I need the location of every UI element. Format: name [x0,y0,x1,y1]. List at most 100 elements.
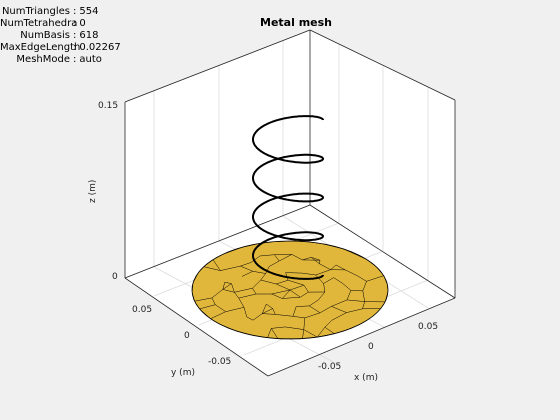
axes-back-panes [125,30,455,376]
mesh-edge [212,253,224,260]
mesh-edge [220,324,235,331]
mesh-edge [241,271,253,277]
info-row-num-tetrahedra: NumTetrahedra:0 [0,18,121,30]
mesh-edge [366,275,384,282]
mesh-edge [272,240,294,243]
mesh-edge [330,264,337,270]
mesh-edge [308,241,325,245]
mesh-edge [311,257,320,264]
mesh-edge [238,297,245,308]
z-tick-label: 0.15 [98,101,118,111]
mesh-edge [252,313,263,321]
mesh-edge [346,299,365,302]
back-right-pane [310,30,455,298]
mesh-edge [261,304,267,314]
mesh-edge [252,271,266,274]
mesh-edge [274,254,280,262]
mesh-edge [211,289,223,299]
mesh-edge [333,277,343,284]
mesh-edge [194,297,212,302]
x-tick-label: -0.05 [318,362,341,372]
mesh-edge [359,318,370,325]
mesh-edge [250,334,268,338]
box-edge [309,29,456,101]
mesh-edge [292,316,305,319]
mesh-edge [384,291,389,302]
box-edge [124,277,269,377]
z-axis-label: z (m) [88,180,98,203]
mesh-edge [292,306,297,317]
mesh-edge [271,289,291,295]
mesh-edge [296,305,310,307]
mesh-edge [234,292,239,299]
mesh-edge [331,299,348,307]
mesh-edge [220,265,241,271]
z-tick-label: 0 [112,272,118,282]
mesh-edge [267,328,272,338]
info-key: MeshMode [16,54,70,65]
mesh-edge [319,260,321,264]
mesh-edge [250,255,261,263]
mesh-edge [212,259,221,271]
mesh-edge [260,279,277,285]
x-axis-label: x (m) [354,373,378,383]
mesh-edge [272,308,276,315]
mesh-edge [191,292,195,302]
mesh-edge [225,307,245,312]
mesh-edge [324,326,335,334]
mesh-edge [343,248,367,260]
box-edge [267,297,456,377]
mesh-edge [315,269,331,276]
mesh-edge [222,289,235,293]
info-sep: : [73,30,77,41]
mesh-edge [304,312,321,319]
mesh-edge [302,329,305,339]
mesh-edge [246,316,254,321]
mesh-edge [192,273,199,284]
mesh-edge [346,308,363,313]
mesh-edge [302,336,318,339]
mesh-edge [319,306,332,314]
helix-wire [252,115,324,280]
mesh-edge [210,311,226,319]
mesh-edge [203,259,214,267]
mesh-edge [242,243,257,248]
mesh-edge [238,293,257,299]
mesh-edge [380,301,386,309]
mesh-info-panel: NumTriangles:554 NumTetrahedra:0 NumBasi… [0,6,121,66]
info-row-num-triangles: NumTriangles:554 [0,6,121,18]
mesh-edge [231,283,235,293]
mesh-edge [262,308,273,314]
mesh-edge [362,281,367,291]
mesh-edge [387,284,389,293]
info-sep: : [73,54,77,65]
mesh-edge [259,254,275,257]
mesh-edge [291,254,303,261]
mesh-edge [285,272,303,274]
mesh-edge [317,333,335,338]
mesh-edge [271,328,279,339]
y-tick-label: -0.05 [208,357,231,367]
mesh-edge [324,320,333,328]
mesh-edge [315,274,324,284]
mesh-edge [271,293,283,299]
mesh-edge [265,266,270,274]
mesh-edge [282,296,301,299]
mesh-edge [334,329,347,334]
info-key: NumTriangles [1,6,70,17]
mesh-edge [319,263,331,270]
mesh-edge [331,306,347,313]
mesh-edge [276,279,289,285]
mesh-edge [383,275,388,285]
mesh-edge [199,308,211,319]
mesh-edge [252,279,261,289]
mesh-edge [309,299,319,307]
y-tick-labels: 0.05 0 -0.05 [132,305,231,367]
x-tick-label: 0.05 [418,322,438,332]
mesh-edge [271,326,286,329]
x-tick-labels: -0.05 0 0.05 [318,322,438,372]
mesh-edge [303,317,306,330]
mesh-edge [335,264,346,271]
mesh-edge [346,324,360,331]
